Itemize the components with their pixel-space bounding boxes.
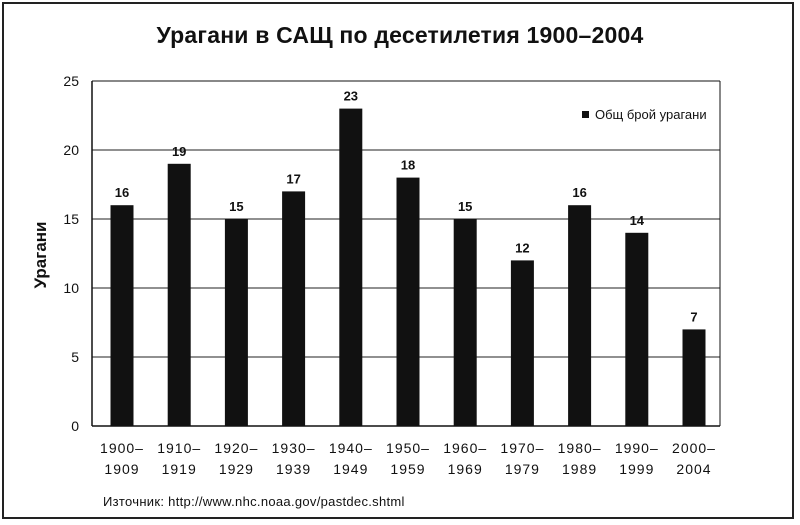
- x-tick-label: 1959: [390, 461, 425, 477]
- data-label: 14: [630, 213, 645, 228]
- x-tick-label: 1979: [505, 461, 540, 477]
- x-tick-label: 1919: [162, 461, 197, 477]
- data-label: 17: [286, 171, 300, 186]
- x-tick-label: 1980–: [558, 440, 602, 456]
- x-tick-label: 2004: [676, 461, 711, 477]
- data-label: 16: [572, 185, 586, 200]
- source-note: Източник: http://www.nhc.noaa.gov/pastde…: [103, 494, 405, 509]
- legend-swatch: [582, 111, 589, 118]
- bar: [510, 260, 534, 426]
- legend-label: Общ брой урагани: [595, 107, 707, 122]
- bar: [625, 232, 649, 426]
- bar: [110, 205, 134, 426]
- x-tick-label: 1970–: [500, 440, 544, 456]
- data-label: 12: [515, 240, 529, 255]
- bar: [224, 219, 248, 426]
- x-tick-label: 1939: [276, 461, 311, 477]
- data-label: 18: [401, 158, 415, 173]
- legend: Общ брой урагани: [582, 107, 707, 122]
- y-tick-label: 10: [63, 280, 79, 296]
- bars: [110, 108, 706, 427]
- y-tick-label: 5: [71, 349, 79, 365]
- y-tick-label: 0: [71, 418, 79, 434]
- data-label: 7: [690, 309, 697, 324]
- x-tick-label: 1940–: [329, 440, 373, 456]
- bar: [396, 177, 420, 426]
- x-tick-label: 2000–: [672, 440, 716, 456]
- x-tick-label: 1929: [219, 461, 254, 477]
- data-label: 19: [172, 144, 186, 159]
- data-label: 15: [458, 199, 472, 214]
- x-tick-label: 1909: [104, 461, 139, 477]
- x-tick-label: 1949: [333, 461, 368, 477]
- x-tick-label: 1969: [448, 461, 483, 477]
- bar: [568, 205, 592, 426]
- bar: [282, 191, 306, 426]
- bar: [453, 219, 477, 426]
- data-label: 15: [229, 199, 243, 214]
- y-tick-label: 25: [63, 73, 79, 89]
- y-tick-label: 20: [63, 142, 79, 158]
- data-label: 23: [344, 89, 358, 104]
- bar: [167, 163, 191, 427]
- bar: [339, 108, 363, 426]
- y-tick-label: 15: [63, 211, 79, 227]
- data-label: 16: [115, 185, 129, 200]
- x-tick-label: 1900–: [100, 440, 144, 456]
- x-tick-label: 1920–: [214, 440, 258, 456]
- x-tick-label: 1989: [562, 461, 597, 477]
- x-tick-label: 1999: [619, 461, 654, 477]
- chart-title: Урагани в САЩ по десетилетия 1900–2004: [156, 22, 644, 48]
- tick-labels: 0 5 10 15 20 25 1900– 1909 1910– 1919 1920– 1929 193…: [63, 73, 716, 477]
- x-tick-label: 1950–: [386, 440, 430, 456]
- x-tick-label: 1910–: [157, 440, 201, 456]
- value-labels: 16 19 15 17 23 18 15 12 16 14 7: [115, 89, 698, 325]
- y-axis-label: Урагани: [31, 221, 50, 288]
- x-tick-label: 1960–: [443, 440, 487, 456]
- x-tick-label: 1930–: [272, 440, 316, 456]
- bar: [682, 329, 706, 426]
- x-tick-label: 1990–: [615, 440, 659, 456]
- chart-frame: [2, 2, 794, 519]
